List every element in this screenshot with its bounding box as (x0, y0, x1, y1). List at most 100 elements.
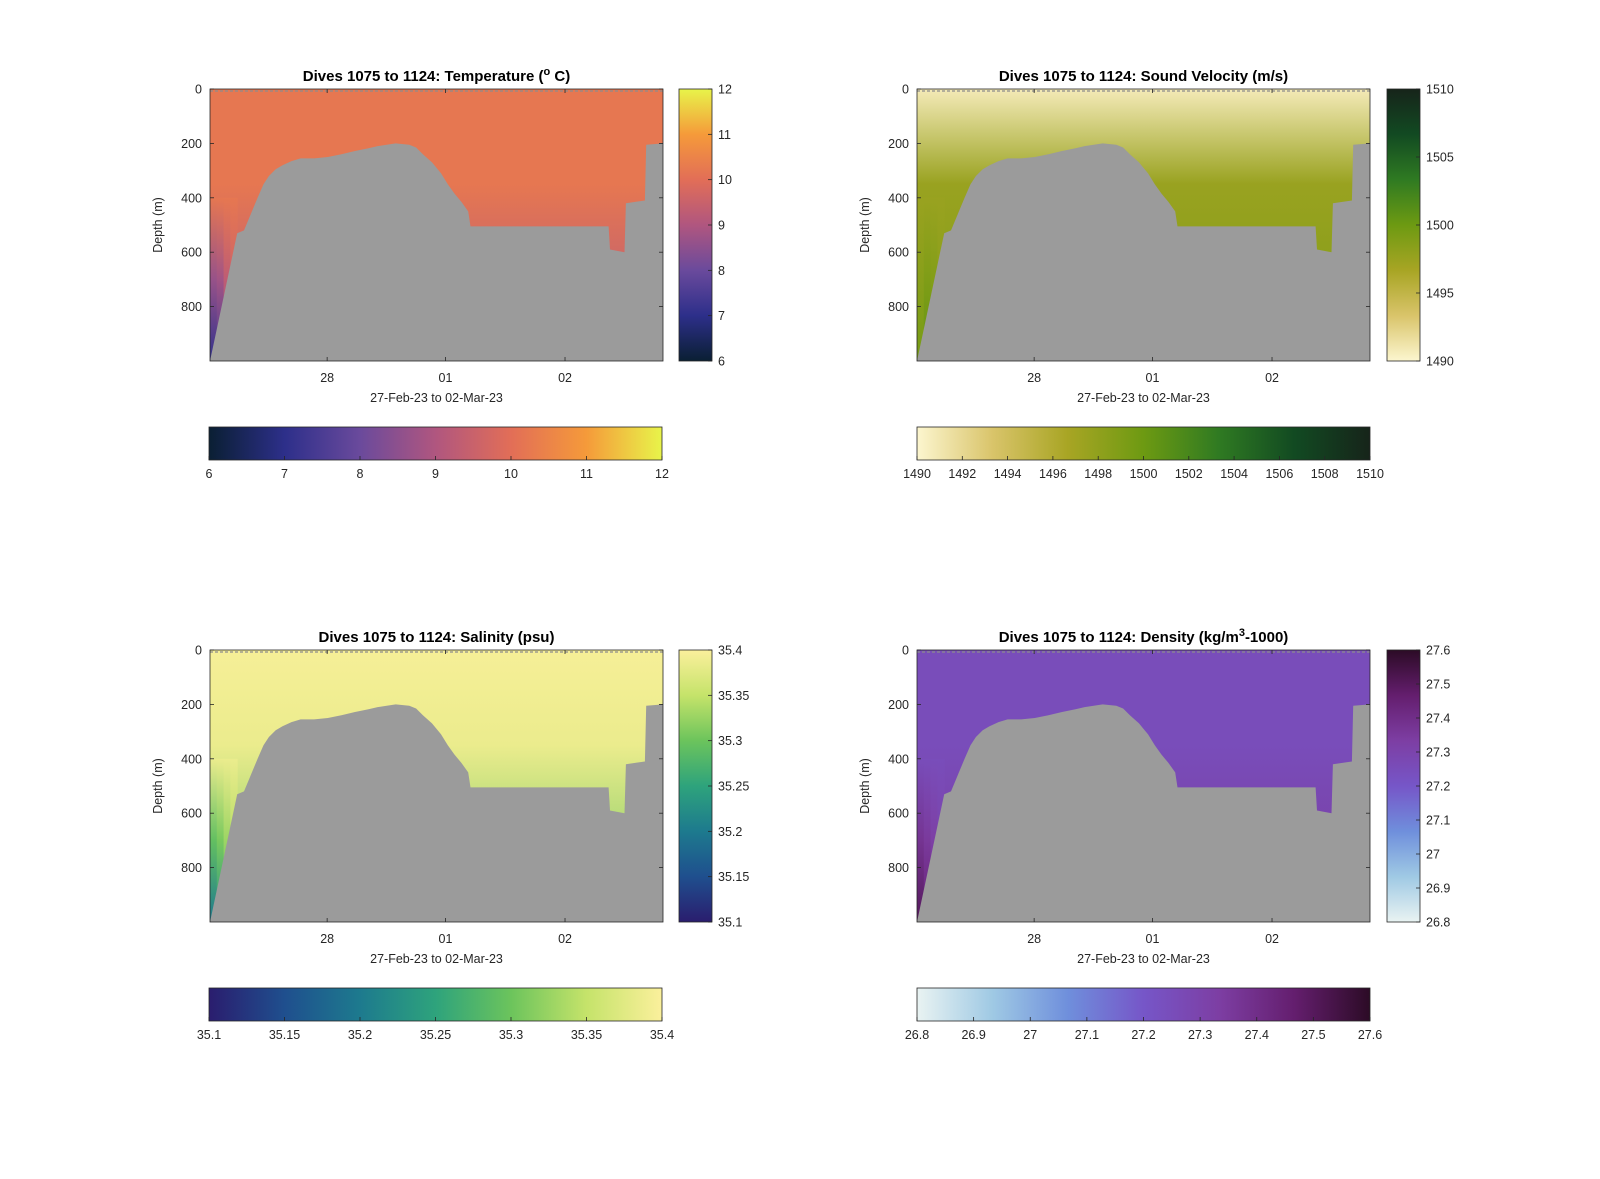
x-axis-label: 27-Feb-23 to 02-Mar-23 (370, 952, 503, 966)
profile-column (223, 758, 231, 922)
y-tick-label: 800 (888, 861, 909, 875)
x-axis-label: 27-Feb-23 to 02-Mar-23 (1077, 952, 1210, 966)
colorbar-tick-label: 8 (718, 264, 725, 278)
y-tick-label: 0 (902, 644, 909, 658)
colorbar-tick-label: 11 (580, 467, 593, 481)
colorbar-tick-label: 26.9 (961, 1028, 985, 1042)
colorbar-tick-label: 27.1 (1426, 814, 1450, 828)
axes-box (916, 88, 1371, 362)
profile-column (210, 197, 218, 361)
colorbar-tick-label: 27 (1023, 1028, 1037, 1042)
colorbar-tick-label: 27.2 (1131, 1028, 1155, 1042)
axes-box (916, 649, 1371, 923)
seafloor-mask (210, 704, 663, 922)
colorbar-horizontal (208, 987, 663, 1022)
colorbar-tick-label: 6 (718, 355, 725, 369)
colorbar-tick-label: 1508 (1311, 467, 1339, 481)
colorbar-tick-label: 1504 (1220, 467, 1248, 481)
x-tick-label: 28 (1027, 371, 1041, 385)
colorbar-tick-label: 1510 (1356, 467, 1384, 481)
colorbar-horizontal (916, 987, 1371, 1022)
colorbar-tick-label: 6 (206, 467, 213, 481)
colorbar-tick-label: 7 (718, 309, 725, 323)
chart-panel-0: 0 200 400 600 800 28 01 02 27-Feb-23 to 02-Mar-2… (151, 66, 732, 481)
chart-title: Dives 1075 to 1124: Density (kg/m3-1000) (999, 627, 1289, 646)
chart-panel-1: 0 200 400 600 800 28 01 02 27-Feb-23 to 02-Mar-2… (858, 68, 1454, 481)
y-tick-label: 0 (195, 83, 202, 97)
x-tick-label: 01 (439, 371, 453, 385)
colorbar-tick-label: 1490 (1426, 355, 1454, 369)
seafloor-mask (917, 143, 1370, 361)
colorbar-tick-label: 12 (655, 467, 669, 481)
colorbar-tick-label: 35.25 (420, 1028, 451, 1042)
x-tick-label: 01 (1146, 371, 1160, 385)
profile-column (216, 197, 225, 361)
colorbar-tick-label: 27 (1426, 848, 1440, 862)
colorbar-tick-label: 1500 (1130, 467, 1158, 481)
y-axis-label: Depth (m) (151, 197, 165, 253)
colorbar-tick-label: 9 (718, 219, 725, 233)
colorbar-tick-label: 10 (718, 173, 732, 187)
y-tick-label: 200 (181, 698, 202, 712)
colorbar-tick-label: 1490 (903, 467, 931, 481)
colorbar-tick-label: 1495 (1426, 287, 1454, 301)
seafloor-mask (210, 143, 663, 361)
x-tick-label: 02 (1265, 371, 1279, 385)
colorbar-tick-label: 35.1 (197, 1028, 221, 1042)
colorbar-vertical (1386, 88, 1421, 362)
colorbar-vertical (1386, 649, 1421, 923)
colorbar-tick-label: 27.4 (1426, 712, 1450, 726)
y-tick-label: 800 (181, 861, 202, 875)
colorbar-tick-label: 35.2 (718, 825, 742, 839)
colorbar-tick-label: 27.6 (1358, 1028, 1382, 1042)
x-tick-label: 02 (558, 371, 572, 385)
colorbar-tick-label: 27.4 (1245, 1028, 1269, 1042)
chart-title: Dives 1075 to 1124: Salinity (psu) (319, 629, 555, 646)
colorbar-tick-label: 1496 (1039, 467, 1067, 481)
y-axis-label: Depth (m) (858, 197, 872, 253)
colorbar-tick-label: 1500 (1426, 219, 1454, 233)
colorbar-tick-label: 1505 (1426, 151, 1454, 165)
chart-title: Dives 1075 to 1124: Sound Velocity (m/s) (999, 68, 1288, 85)
colorbar-tick-label: 12 (718, 83, 732, 97)
x-axis-label: 27-Feb-23 to 02-Mar-23 (1077, 391, 1210, 405)
profile-column (930, 758, 938, 922)
colorbar-tick-label: 35.15 (718, 870, 749, 884)
profile-column (923, 758, 932, 922)
colorbar-horizontal (916, 426, 1371, 461)
colorbar-tick-label: 27.5 (1301, 1028, 1325, 1042)
x-tick-label: 28 (1027, 932, 1041, 946)
colorbar-tick-label: 1492 (948, 467, 976, 481)
colorbar-tick-label: 1510 (1426, 83, 1454, 97)
colorbar-tick-label: 27.5 (1426, 678, 1450, 692)
profile-column (210, 758, 218, 922)
colorbar-tick-label: 35.4 (718, 644, 742, 658)
colorbar-tick-label: 1494 (994, 467, 1022, 481)
colorbar-tick-label: 10 (504, 467, 518, 481)
colorbar-tick-label: 1502 (1175, 467, 1203, 481)
colorbar-tick-label: 35.15 (269, 1028, 300, 1042)
x-tick-label: 28 (320, 371, 334, 385)
x-axis-label: 27-Feb-23 to 02-Mar-23 (370, 391, 503, 405)
chart-panel-3: 0 200 400 600 800 28 01 02 27-Feb-23 to 02-Mar-2… (858, 627, 1450, 1042)
chart-panel-2: 0 200 400 600 800 28 01 02 27-Feb-23 to 02-Mar-2… (151, 629, 749, 1042)
colorbar-horizontal (208, 426, 663, 461)
y-tick-label: 400 (181, 191, 202, 205)
colorbar-tick-label: 9 (432, 467, 439, 481)
colorbar-tick-label: 26.8 (905, 1028, 929, 1042)
colorbar-tick-label: 35.4 (650, 1028, 674, 1042)
colorbar-tick-label: 35.25 (718, 780, 749, 794)
colorbar-tick-label: 35.3 (499, 1028, 523, 1042)
y-tick-label: 0 (195, 644, 202, 658)
y-axis-label: Depth (m) (858, 758, 872, 814)
colorbar-tick-label: 27.3 (1188, 1028, 1212, 1042)
y-tick-label: 400 (888, 752, 909, 766)
x-tick-label: 01 (439, 932, 453, 946)
profile-column (930, 197, 938, 361)
y-tick-label: 600 (181, 246, 202, 260)
colorbar-tick-label: 27.3 (1426, 746, 1450, 760)
y-tick-label: 400 (181, 752, 202, 766)
x-tick-label: 02 (1265, 932, 1279, 946)
seafloor-mask (917, 704, 1370, 922)
